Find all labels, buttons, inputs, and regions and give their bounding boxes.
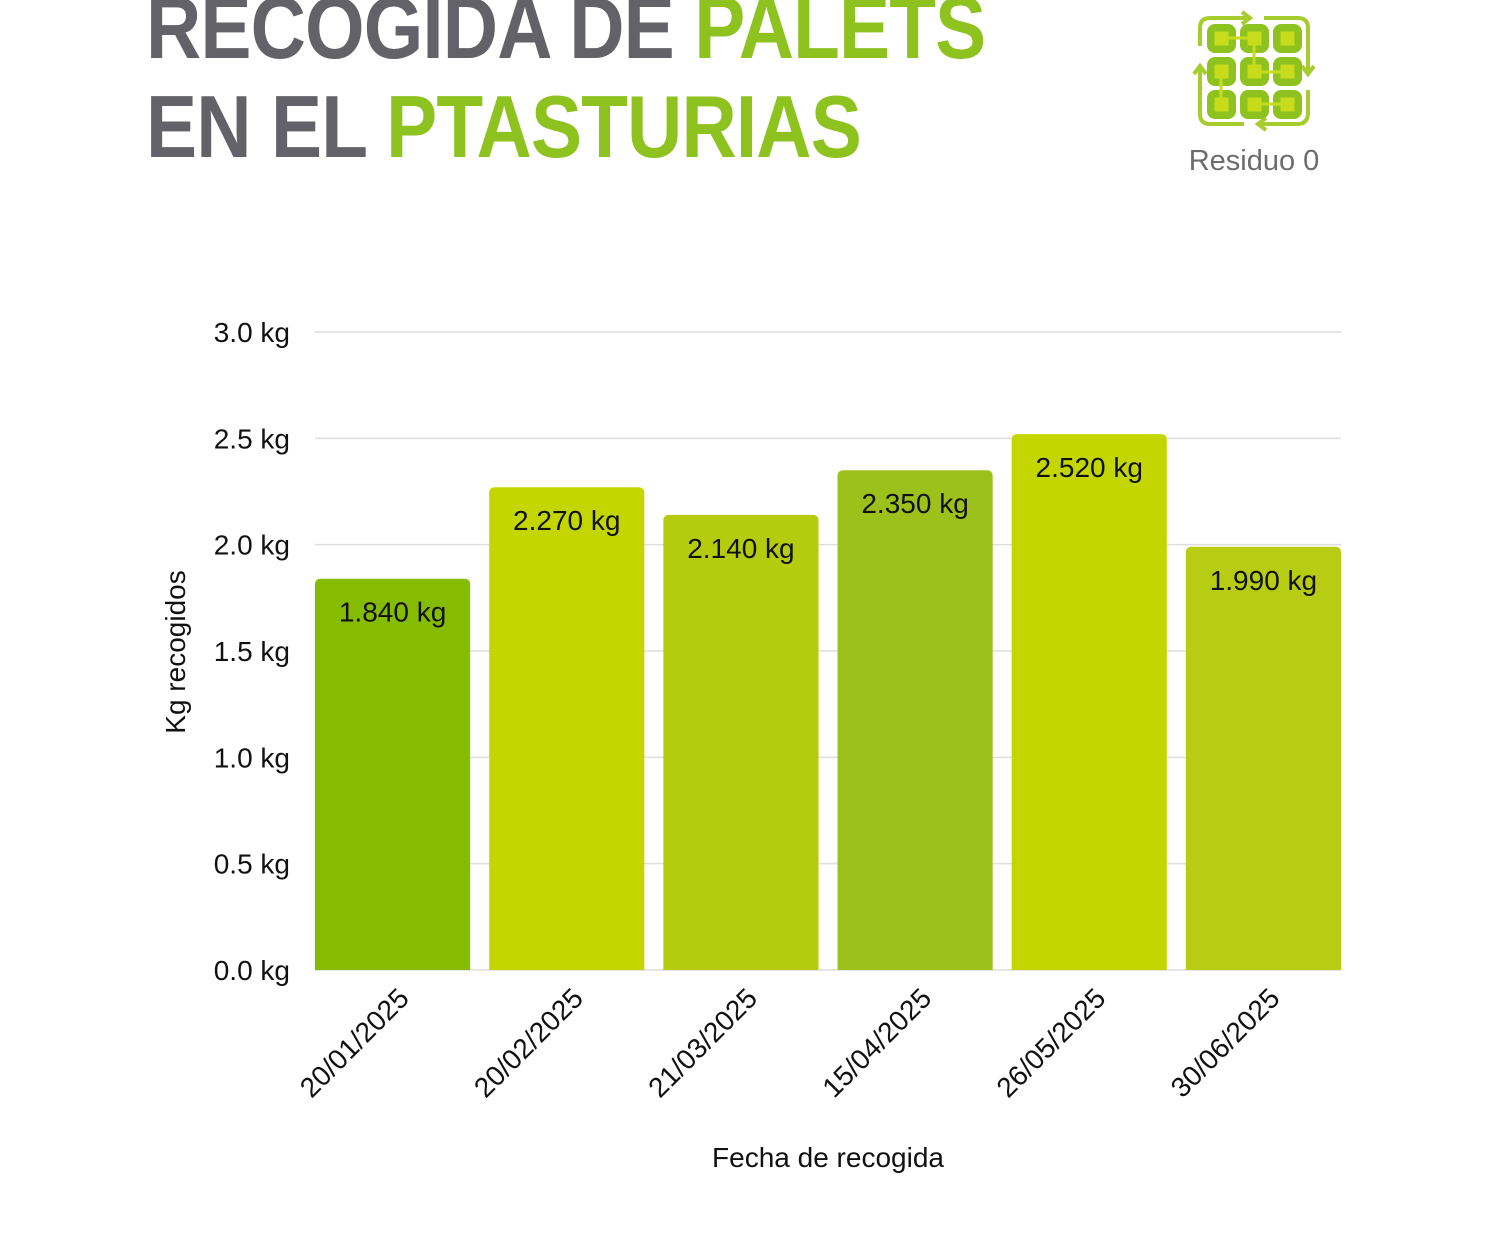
y-tick-label: 3.0 kg (214, 317, 290, 348)
data-label: 2.140 kg (687, 533, 794, 564)
title-green-part: PTASTURIAS (386, 77, 862, 176)
y-tick-label: 1.5 kg (214, 636, 290, 667)
recycle-grid-icon (1192, 10, 1316, 132)
x-tick-labels: 20/01/2025 20/02/2025 21/03/2025 15/04/2025… (294, 982, 1286, 1103)
title-line-2: EN EL PTASTURIAS (146, 83, 862, 171)
bar (489, 487, 645, 970)
x-axis-title: Fecha de recogida (712, 1142, 944, 1173)
x-tick-label: 30/06/2025 (1165, 982, 1286, 1103)
gridlines (315, 331, 1341, 971)
title-green-part: PALETS (694, 0, 986, 77)
bar (837, 470, 993, 970)
y-axis-title: Kg recogidos (160, 570, 191, 733)
title-gray-part: RECOGIDA DE (146, 0, 695, 77)
x-tick-label: 21/03/2025 (642, 982, 763, 1103)
data-label: 2.350 kg (861, 488, 968, 519)
y-tick-label: 0.0 kg (214, 955, 290, 986)
bar (663, 514, 819, 970)
x-tick-label: 20/01/2025 (294, 982, 415, 1103)
y-tick-label: 0.5 kg (214, 849, 290, 880)
bar (1011, 434, 1167, 971)
bar (1185, 546, 1341, 970)
data-label: 1.990 kg (1210, 565, 1317, 596)
title-gray-part: EN EL (146, 77, 387, 176)
logo-text: Residuo 0 (1189, 145, 1320, 177)
y-tick-label: 2.5 kg (214, 423, 290, 454)
x-tick-label: 15/04/2025 (816, 982, 937, 1103)
y-tick-labels: 0.0 kg 0.5 kg 1.0 kg 1.5 kg 2.0 kg 2.5 kg 3.0 … (214, 317, 290, 986)
y-tick-label: 2.0 kg (214, 530, 290, 561)
bars (315, 434, 1341, 971)
x-tick-label: 26/05/2025 (990, 982, 1111, 1103)
residuo-0-logo: Residuo 0 (1189, 10, 1320, 177)
bar (315, 578, 471, 970)
x-tick-label: 20/02/2025 (468, 982, 589, 1103)
data-label: 2.520 kg (1036, 452, 1143, 483)
title-line-1: RECOGIDA DE PALETS (146, 0, 986, 72)
y-tick-label: 1.0 kg (214, 742, 290, 773)
data-labels: 1.840 kg 2.270 kg 2.140 kg 2.350 kg 2.520 kg… (339, 452, 1317, 628)
data-label: 1.840 kg (339, 597, 446, 628)
data-label: 2.270 kg (513, 505, 620, 536)
